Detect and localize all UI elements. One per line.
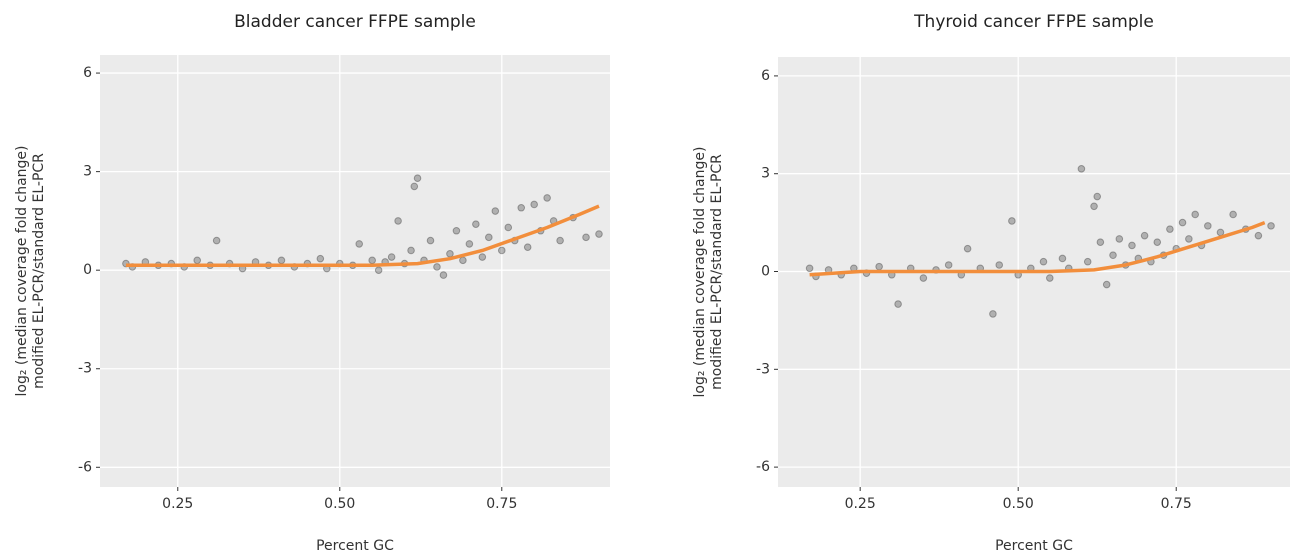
point (368, 256, 376, 265)
y-tick-label: 6 (83, 65, 92, 81)
x-tick-label: 0.50 (1003, 496, 1034, 512)
point (478, 253, 487, 261)
y-tick-label: 6 (761, 68, 770, 84)
y-tick-label: 3 (83, 164, 92, 180)
x-tick-label: 0.50 (324, 496, 355, 512)
point (426, 236, 435, 245)
point (1178, 218, 1187, 227)
x-tick-label: 0.25 (845, 496, 876, 512)
point (1058, 254, 1067, 263)
point (1204, 222, 1212, 230)
point (919, 274, 928, 282)
point (1039, 257, 1048, 266)
point (446, 249, 454, 258)
trend-line (809, 220, 1266, 277)
point (1267, 222, 1275, 230)
point (485, 233, 493, 242)
y-tick-label: -3 (78, 361, 92, 377)
trend-line (125, 204, 600, 268)
point (582, 233, 590, 242)
point (963, 244, 972, 253)
point (1166, 225, 1174, 233)
point (374, 266, 383, 274)
point (497, 246, 506, 255)
point (1115, 235, 1124, 243)
point (407, 246, 415, 255)
point (1153, 238, 1162, 246)
point (277, 256, 286, 265)
y-axis-label: modified EL-PCR/standard EL-PCR (709, 154, 725, 390)
point (1216, 228, 1225, 237)
point (989, 310, 997, 318)
point (543, 194, 551, 202)
x-axis-label: Percent GC (995, 538, 1073, 554)
point (452, 226, 461, 235)
point (394, 217, 402, 225)
point (1077, 165, 1086, 173)
y-tick-label: 0 (83, 262, 92, 278)
point (995, 261, 1004, 269)
y-tick-label: 0 (761, 264, 770, 280)
y-tick-label: 3 (761, 166, 770, 182)
x-tick-label: 0.75 (486, 496, 517, 512)
point (1096, 238, 1105, 246)
point (212, 236, 221, 245)
point (1140, 231, 1149, 240)
y-axis-label: log₂ (median coverage fold change) (14, 146, 30, 397)
point (1102, 280, 1111, 289)
point (1229, 210, 1237, 219)
point (1128, 241, 1136, 250)
point (556, 236, 564, 245)
y-axis-label: log₂ (median coverage fold change) (692, 147, 708, 398)
chart-title: Bladder cancer FFPE sample (234, 12, 476, 32)
point (944, 261, 953, 269)
point (595, 230, 603, 238)
x-tick-label: 0.25 (162, 496, 193, 512)
point (1254, 231, 1263, 240)
point (517, 203, 526, 212)
x-axis-label: Percent GC (316, 538, 394, 554)
point (193, 256, 202, 265)
chart-title: Thyroid cancer FFPE sample (913, 12, 1154, 32)
point (439, 271, 448, 279)
point (1008, 217, 1016, 225)
point (894, 300, 902, 308)
point (1191, 210, 1199, 219)
point (1093, 192, 1102, 201)
point (387, 253, 396, 261)
y-tick-label: -6 (756, 459, 770, 475)
point (316, 254, 325, 263)
point (459, 256, 467, 265)
point (413, 174, 422, 182)
point (805, 264, 814, 273)
point (491, 207, 500, 215)
y-axis-label: modified EL-PCR/standard EL-PCR (31, 153, 47, 389)
y-tick-label: -3 (756, 361, 770, 377)
x-tick-label: 0.75 (1161, 496, 1192, 512)
point (1185, 235, 1193, 243)
point (433, 263, 441, 271)
point (465, 240, 474, 248)
point (530, 200, 538, 209)
point (875, 262, 883, 271)
point (504, 223, 513, 232)
y-tick-label: -6 (78, 459, 92, 475)
point (1090, 202, 1098, 211)
point (1046, 274, 1054, 282)
point (355, 240, 364, 248)
point (1083, 257, 1092, 266)
point (472, 220, 480, 228)
point (410, 182, 419, 191)
point (523, 243, 532, 251)
point (1109, 251, 1117, 260)
plot-background (100, 55, 610, 487)
